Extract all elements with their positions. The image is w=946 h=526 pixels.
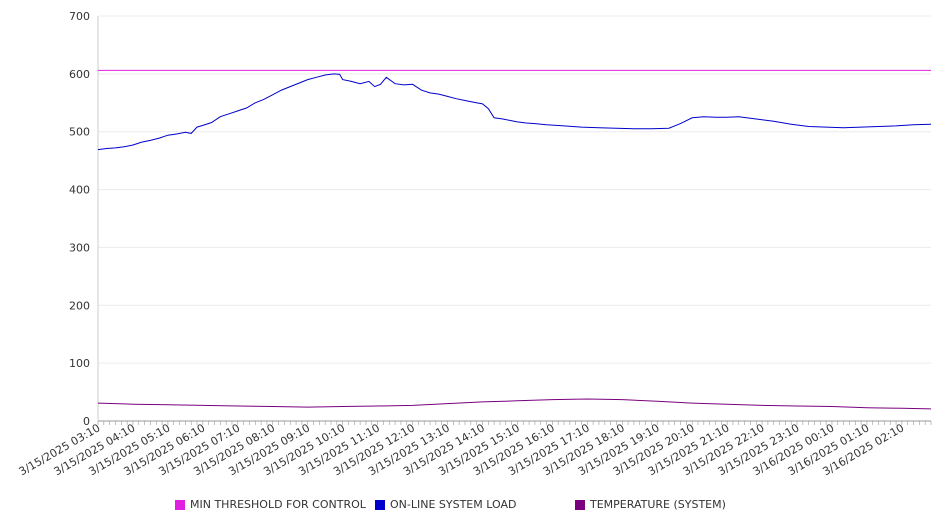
legend-swatch-temperature bbox=[575, 499, 585, 510]
grid-lines bbox=[98, 15, 931, 364]
axes bbox=[97, 16, 931, 422]
y-axis-ticks: 0 100 200 300 400 500 600 700 bbox=[69, 10, 90, 428]
legend-item-load[interactable]: ON-LINE SYSTEM LOAD bbox=[375, 498, 516, 511]
legend-item-temperature[interactable]: TEMPERATURE (SYSTEM) bbox=[575, 498, 726, 511]
y-tick-label: 700 bbox=[69, 10, 90, 23]
y-tick-label: 300 bbox=[69, 241, 90, 254]
legend: MIN THRESHOLD FOR CONTROL ON-LINE SYSTEM… bbox=[0, 498, 946, 514]
legend-item-threshold[interactable]: MIN THRESHOLD FOR CONTROL bbox=[175, 498, 366, 511]
y-tick-label: 400 bbox=[69, 184, 90, 197]
y-tick-label: 600 bbox=[69, 68, 90, 81]
y-tick-label: 0 bbox=[83, 415, 90, 428]
legend-swatch-threshold bbox=[175, 499, 185, 510]
legend-label-threshold: MIN THRESHOLD FOR CONTROL bbox=[190, 498, 366, 511]
legend-swatch-load bbox=[375, 499, 385, 510]
y-tick-label: 100 bbox=[69, 357, 90, 370]
y-tick-label: 500 bbox=[69, 126, 90, 139]
legend-label-temperature: TEMPERATURE (SYSTEM) bbox=[590, 498, 726, 511]
series-lines bbox=[97, 69, 932, 410]
series-line-2 bbox=[97, 398, 932, 410]
x-axis-ticks: 3/15/2025 03:103/15/2025 04:103/15/2025 … bbox=[17, 421, 932, 478]
y-tick-label: 200 bbox=[69, 299, 90, 312]
series-line-1 bbox=[97, 73, 932, 151]
legend-label-load: ON-LINE SYSTEM LOAD bbox=[390, 498, 517, 511]
